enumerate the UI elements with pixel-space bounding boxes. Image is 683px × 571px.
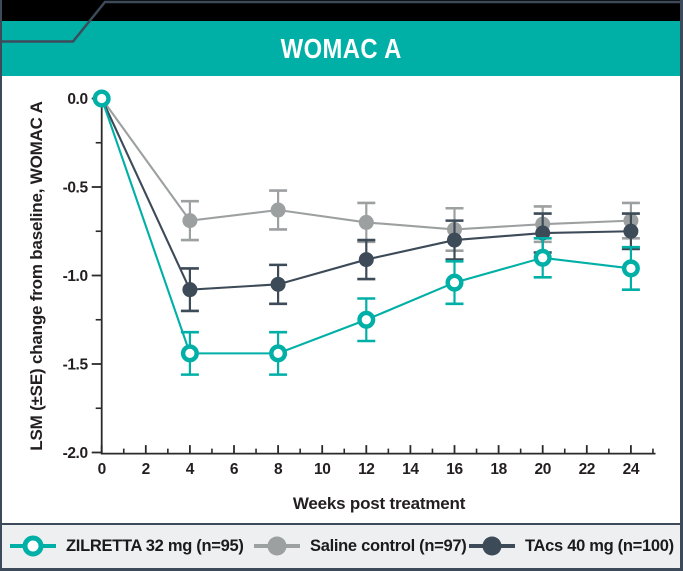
legend: ZILRETTA 32 mg (n=95) Saline control (n=… <box>2 523 680 568</box>
y-axis-title: LSM (±SE) change from baseline, WOMAC A <box>27 101 46 450</box>
plot-area: 0.0-0.5-1.0-1.5-2.00 2 4 6 8 10 12 14 16 18 20 22 24 <box>63 89 656 478</box>
svg-text:8: 8 <box>274 461 283 478</box>
legend-label-zilretta: ZILRETTA 32 mg (n=95) <box>66 537 244 555</box>
womac-chart: 0.0-0.5-1.0-1.5-2.00 2 4 6 8 10 12 14 16 18 20 22 24… <box>27 89 656 513</box>
legend-label-tacs: TAcs 40 mg (n=100) <box>525 537 674 555</box>
title-banner: WOMAC A <box>2 21 680 76</box>
zilretta-open-circle-icon <box>10 535 56 557</box>
legend-item-saline: Saline control (n=97) <box>254 532 467 560</box>
svg-text:10: 10 <box>314 461 330 478</box>
legend-item-tacs: TAcs 40 mg (n=100) <box>469 532 674 560</box>
legend-label-saline: Saline control (n=97) <box>310 537 467 555</box>
svg-text:0: 0 <box>98 461 106 478</box>
svg-text:0.0: 0.0 <box>67 91 87 108</box>
x-axis-title: Weeks post treatment <box>293 494 466 513</box>
svg-text:12: 12 <box>358 461 374 478</box>
legend-item-zilretta: ZILRETTA 32 mg (n=95) <box>10 532 244 560</box>
svg-text:16: 16 <box>446 461 463 478</box>
svg-text:-2.0: -2.0 <box>63 445 88 462</box>
svg-text:24: 24 <box>623 461 640 478</box>
page-title: WOMAC A <box>280 32 402 64</box>
svg-text:2: 2 <box>142 461 150 478</box>
svg-text:4: 4 <box>186 461 195 478</box>
saline-filled-circle-icon <box>254 536 300 556</box>
svg-text:6: 6 <box>230 461 239 478</box>
svg-text:18: 18 <box>490 461 507 478</box>
svg-text:-0.5: -0.5 <box>63 180 89 197</box>
svg-text:20: 20 <box>534 461 550 478</box>
tacs-filled-circle-icon <box>469 536 515 556</box>
svg-text:14: 14 <box>402 461 419 478</box>
svg-text:-1.5: -1.5 <box>63 357 89 374</box>
svg-text:22: 22 <box>579 461 595 478</box>
svg-text:-1.0: -1.0 <box>63 268 88 285</box>
header-black-band <box>2 0 680 21</box>
